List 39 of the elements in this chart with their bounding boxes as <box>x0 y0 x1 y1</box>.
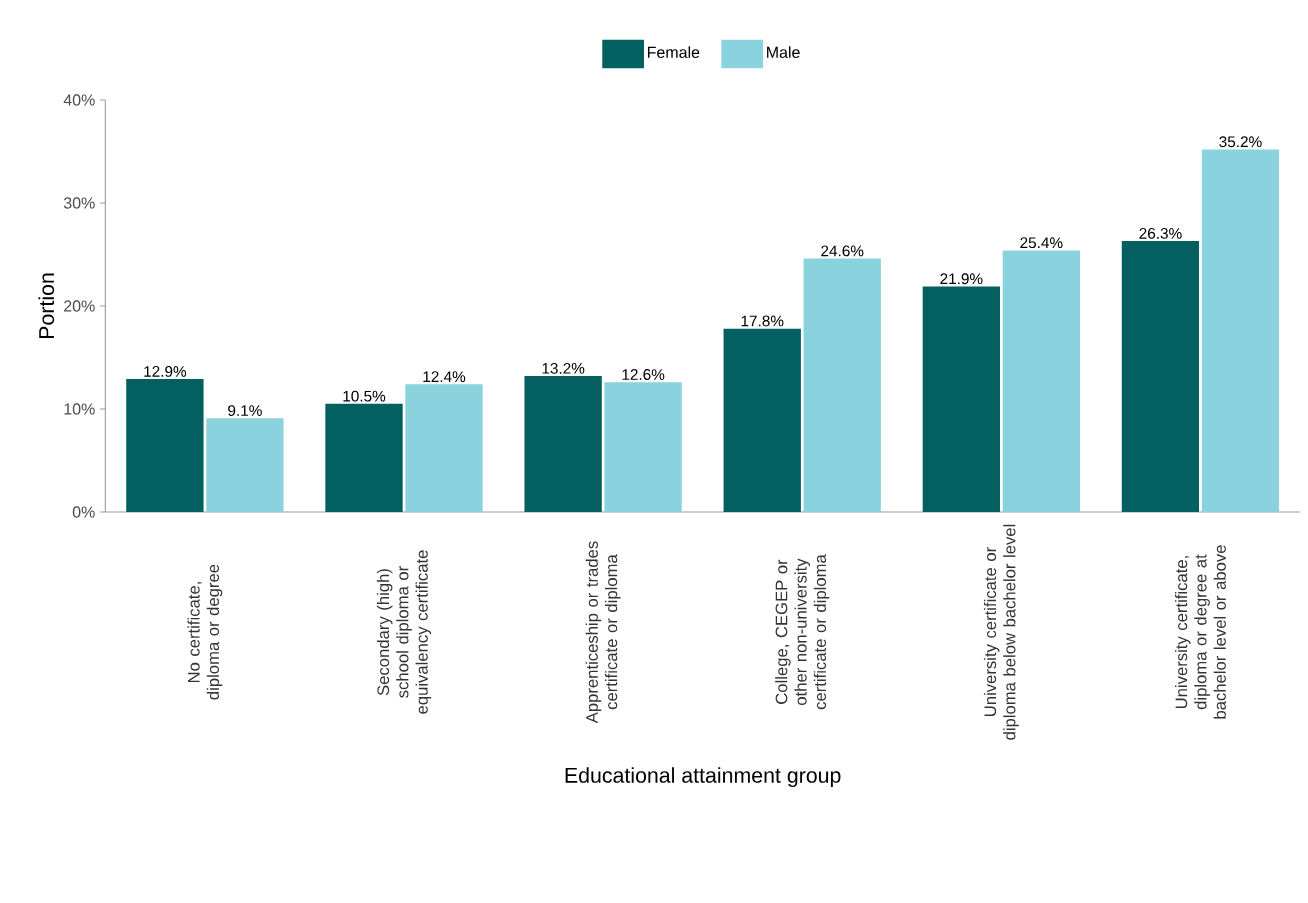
data-label: 12.6% <box>622 369 665 381</box>
data-label: 17.8% <box>741 315 784 327</box>
bar <box>604 382 682 513</box>
data-label: 10.5% <box>343 390 386 402</box>
y-tick-label: 10% <box>64 403 95 415</box>
bar <box>126 379 204 513</box>
y-tick-label: 30% <box>63 197 95 209</box>
data-label: 25.4% <box>1020 237 1063 249</box>
legend-label: Female <box>647 46 700 59</box>
data-label: 24.6% <box>821 245 864 257</box>
data-label: 13.2% <box>542 363 585 374</box>
y-tick-label: 0% <box>72 506 95 518</box>
data-label: 12.9% <box>144 366 187 378</box>
bar <box>1121 241 1200 513</box>
x-tick-label: University certificate or diploma below bachelor level <box>983 524 1019 740</box>
data-label: 21.9% <box>940 273 983 285</box>
data-label: 35.2% <box>1219 136 1262 148</box>
bar <box>1201 149 1280 513</box>
x-tick-label: University certificate, diploma or degree at bachelor level or above <box>1174 545 1226 719</box>
y-axis-title: Portion <box>38 273 55 339</box>
bar <box>325 404 403 513</box>
x-tick-label: Secondary (high) school diploma or equivalency certificate <box>376 550 432 714</box>
bar <box>206 418 284 513</box>
y-tick-label: 20% <box>64 300 95 312</box>
x-tick-label: College, CEGEP or other non-university certificate or diploma <box>775 554 830 710</box>
data-label: 9.1% <box>228 405 262 417</box>
y-tick-label: 40% <box>63 94 95 106</box>
x-tick-label: No certificate, diploma or degree <box>187 564 223 700</box>
legend-label: Male <box>767 46 800 59</box>
data-label: 26.3% <box>1139 228 1182 240</box>
x-tick-label: Apprenticeship or trades certificate or diploma <box>585 541 621 724</box>
x-axis-title: Educational attainment group <box>565 767 841 788</box>
data-label: 12.4% <box>423 371 466 383</box>
bar <box>922 286 1001 513</box>
bar <box>405 384 483 513</box>
bar <box>723 328 801 513</box>
bar <box>1002 250 1081 513</box>
bar <box>803 258 881 513</box>
bar <box>524 376 602 513</box>
